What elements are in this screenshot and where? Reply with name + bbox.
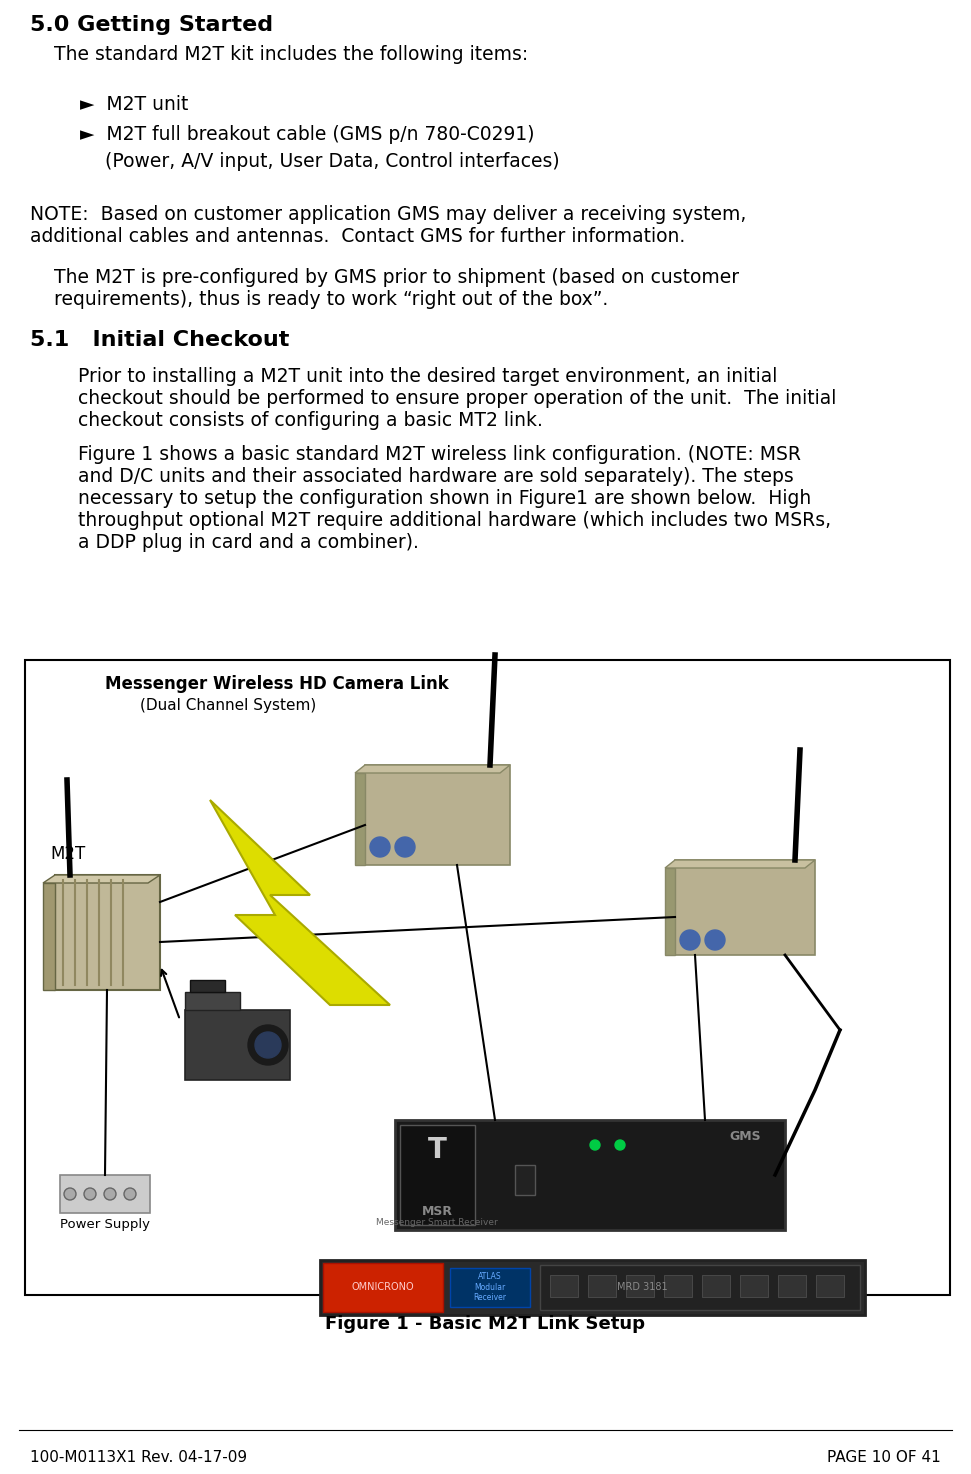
Bar — [702, 1275, 730, 1297]
Circle shape — [84, 1188, 96, 1200]
Text: The standard M2T kit includes the following items:: The standard M2T kit includes the follow… — [30, 46, 528, 63]
Text: Power Supply: Power Supply — [60, 1218, 150, 1231]
Circle shape — [705, 930, 725, 951]
Text: Figure 1 - Basic M2T Link Setup: Figure 1 - Basic M2T Link Setup — [325, 1315, 645, 1332]
Bar — [626, 1275, 654, 1297]
Bar — [320, 1260, 865, 1315]
Text: Prior to installing a M2T unit into the desired target environment, an initial
 : Prior to installing a M2T unit into the … — [30, 367, 836, 430]
Text: OMNICRONO: OMNICRONO — [352, 1282, 415, 1293]
Bar — [675, 859, 815, 955]
Bar — [355, 772, 365, 865]
Bar — [778, 1275, 806, 1297]
Polygon shape — [665, 859, 815, 868]
Text: The M2T is pre-configured by GMS prior to shipment (based on customer
    requir: The M2T is pre-configured by GMS prior t… — [30, 268, 739, 310]
Bar — [664, 1275, 692, 1297]
Text: Messenger Smart Receiver: Messenger Smart Receiver — [376, 1218, 498, 1226]
Circle shape — [255, 1032, 281, 1058]
Circle shape — [248, 1024, 288, 1066]
Bar — [740, 1275, 768, 1297]
Text: NOTE:  Based on customer application GMS may deliver a receiving system,
additio: NOTE: Based on customer application GMS … — [30, 205, 747, 246]
Bar — [665, 868, 675, 955]
Bar — [400, 1125, 475, 1225]
Circle shape — [395, 837, 415, 856]
Text: M2T: M2T — [50, 845, 85, 862]
Bar — [323, 1263, 443, 1312]
Text: 100-M0113X1 Rev. 04-17-09: 100-M0113X1 Rev. 04-17-09 — [30, 1450, 248, 1465]
Text: ATLAS
Modular
Receiver: ATLAS Modular Receiver — [474, 1272, 507, 1302]
Circle shape — [615, 1139, 625, 1150]
Text: MSR: MSR — [421, 1206, 452, 1218]
Text: 5.0 Getting Started: 5.0 Getting Started — [30, 15, 273, 35]
Text: Messenger Wireless HD Camera Link: Messenger Wireless HD Camera Link — [105, 675, 449, 693]
Bar — [60, 1175, 150, 1213]
Bar — [450, 1268, 530, 1307]
Text: 5.1   Initial Checkout: 5.1 Initial Checkout — [30, 330, 289, 349]
Bar — [550, 1275, 578, 1297]
Bar — [540, 1265, 860, 1310]
Text: Figure 1 shows a basic standard M2T wireless link configuration. (NOTE: MSR
    : Figure 1 shows a basic standard M2T wire… — [30, 445, 831, 551]
Polygon shape — [355, 765, 510, 772]
Text: GMS: GMS — [729, 1131, 761, 1142]
Bar — [190, 980, 225, 992]
Bar — [25, 660, 950, 1296]
Polygon shape — [210, 800, 390, 1005]
Bar — [365, 765, 510, 865]
Bar — [588, 1275, 616, 1297]
Bar — [816, 1275, 844, 1297]
Text: MRD 3181: MRD 3181 — [617, 1282, 667, 1293]
Circle shape — [104, 1188, 116, 1200]
Polygon shape — [43, 876, 160, 883]
Bar — [55, 876, 160, 991]
Bar — [515, 1164, 535, 1195]
Text: (Dual Channel System): (Dual Channel System) — [140, 699, 317, 713]
Bar — [43, 883, 55, 991]
Circle shape — [680, 930, 700, 951]
Text: PAGE 10 OF 41: PAGE 10 OF 41 — [827, 1450, 941, 1465]
Circle shape — [370, 837, 390, 856]
Circle shape — [124, 1188, 136, 1200]
Circle shape — [64, 1188, 76, 1200]
Circle shape — [590, 1139, 600, 1150]
Bar — [395, 1120, 785, 1229]
Bar — [185, 992, 240, 1010]
Text: ►  M2T unit: ► M2T unit — [80, 94, 188, 113]
Text: (Power, A/V input, User Data, Control interfaces): (Power, A/V input, User Data, Control in… — [105, 152, 559, 171]
Text: T: T — [427, 1136, 447, 1164]
Text: ►  M2T full breakout cable (GMS p/n 780-C0291): ► M2T full breakout cable (GMS p/n 780-C… — [80, 125, 534, 144]
Bar — [185, 1010, 290, 1080]
